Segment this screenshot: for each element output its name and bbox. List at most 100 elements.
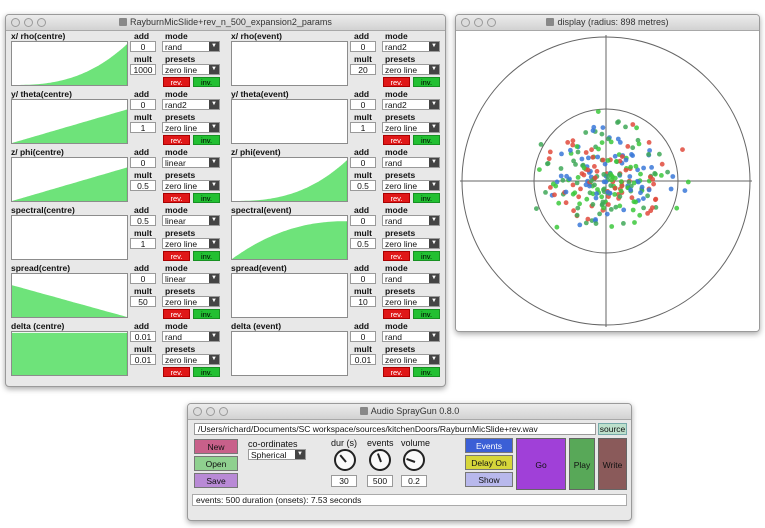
- mult-field[interactable]: 0.5: [350, 180, 376, 191]
- add-field[interactable]: 0: [350, 99, 376, 110]
- mult-field[interactable]: 0.01: [130, 354, 156, 365]
- delay-on-button[interactable]: Delay On: [465, 455, 513, 470]
- presets-select[interactable]: zero line ▼: [162, 354, 220, 365]
- mode-select[interactable]: linear ▼: [162, 273, 220, 284]
- mult-field[interactable]: 1: [130, 238, 156, 249]
- events-knob[interactable]: [369, 449, 391, 471]
- new-button[interactable]: New: [194, 439, 238, 454]
- presets-select[interactable]: zero line ▼: [162, 180, 220, 191]
- presets-select[interactable]: zero line ▼: [162, 64, 220, 75]
- reverse-button[interactable]: rev.: [163, 135, 190, 145]
- minimize-button[interactable]: [474, 18, 483, 27]
- minimize-button[interactable]: [24, 18, 33, 27]
- reverse-button[interactable]: rev.: [383, 309, 410, 319]
- invert-button[interactable]: inv.: [193, 367, 220, 377]
- go-button[interactable]: Go: [516, 438, 566, 490]
- mode-select[interactable]: rand ▼: [162, 41, 220, 52]
- curve-graph[interactable]: [231, 331, 348, 376]
- close-button[interactable]: [11, 18, 20, 27]
- curve-graph[interactable]: [231, 99, 348, 144]
- presets-select[interactable]: zero line ▼: [162, 238, 220, 249]
- mult-field[interactable]: 1000: [130, 64, 156, 75]
- curve-graph[interactable]: [11, 41, 128, 86]
- source-path-field[interactable]: /Users/richard/Documents/SC workspace/so…: [194, 423, 596, 435]
- add-field[interactable]: 0.01: [130, 331, 156, 342]
- invert-button[interactable]: inv.: [413, 77, 440, 87]
- play-button[interactable]: Play: [569, 438, 595, 490]
- presets-select[interactable]: zero line ▼: [382, 354, 440, 365]
- mode-select[interactable]: rand ▼: [382, 273, 440, 284]
- reverse-button[interactable]: rev.: [163, 367, 190, 377]
- mode-select[interactable]: rand2 ▼: [162, 99, 220, 110]
- volume-value[interactable]: 0.2: [401, 475, 427, 487]
- reverse-button[interactable]: rev.: [163, 77, 190, 87]
- mode-select[interactable]: rand ▼: [382, 157, 440, 168]
- invert-button[interactable]: inv.: [193, 309, 220, 319]
- presets-select[interactable]: zero line ▼: [382, 180, 440, 191]
- add-field[interactable]: 0: [130, 273, 156, 284]
- curve-graph[interactable]: [231, 215, 348, 260]
- curve-graph[interactable]: [11, 331, 128, 376]
- mult-field[interactable]: 20: [350, 64, 376, 75]
- add-field[interactable]: 0.5: [130, 215, 156, 226]
- mult-field[interactable]: 1: [350, 122, 376, 133]
- reverse-button[interactable]: rev.: [383, 135, 410, 145]
- reverse-button[interactable]: rev.: [383, 251, 410, 261]
- presets-select[interactable]: zero line ▼: [162, 122, 220, 133]
- invert-button[interactable]: inv.: [413, 367, 440, 377]
- curve-graph[interactable]: [231, 157, 348, 202]
- curve-graph[interactable]: [231, 273, 348, 318]
- reverse-button[interactable]: rev.: [383, 367, 410, 377]
- dur-knob[interactable]: [334, 449, 356, 471]
- mult-field[interactable]: 0.5: [350, 238, 376, 249]
- curve-graph[interactable]: [231, 41, 348, 86]
- mode-select[interactable]: rand ▼: [162, 331, 220, 342]
- events-button[interactable]: Events: [465, 438, 513, 453]
- mode-select[interactable]: linear ▼: [162, 157, 220, 168]
- mode-select[interactable]: rand ▼: [382, 215, 440, 226]
- add-field[interactable]: 0: [350, 215, 376, 226]
- reverse-button[interactable]: rev.: [163, 309, 190, 319]
- mult-field[interactable]: 10: [350, 296, 376, 307]
- minimize-button[interactable]: [206, 407, 215, 416]
- invert-button[interactable]: inv.: [413, 135, 440, 145]
- zoom-button[interactable]: [37, 18, 46, 27]
- show-button[interactable]: Show: [465, 472, 513, 487]
- add-field[interactable]: 0: [350, 331, 376, 342]
- mult-field[interactable]: 0.5: [130, 180, 156, 191]
- add-field[interactable]: 0: [350, 157, 376, 168]
- curve-graph[interactable]: [11, 99, 128, 144]
- mode-select[interactable]: rand2 ▼: [382, 99, 440, 110]
- add-field[interactable]: 0: [350, 273, 376, 284]
- curve-graph[interactable]: [11, 215, 128, 260]
- add-field[interactable]: 0: [130, 99, 156, 110]
- invert-button[interactable]: inv.: [193, 193, 220, 203]
- invert-button[interactable]: inv.: [193, 135, 220, 145]
- open-button[interactable]: Open: [194, 456, 238, 471]
- mult-field[interactable]: 50: [130, 296, 156, 307]
- save-button[interactable]: Save: [194, 473, 238, 488]
- events-value[interactable]: 500: [367, 475, 393, 487]
- curve-graph[interactable]: [11, 273, 128, 318]
- invert-button[interactable]: inv.: [413, 251, 440, 261]
- reverse-button[interactable]: rev.: [383, 77, 410, 87]
- mode-select[interactable]: linear ▼: [162, 215, 220, 226]
- presets-select[interactable]: zero line ▼: [382, 238, 440, 249]
- reverse-button[interactable]: rev.: [163, 251, 190, 261]
- invert-button[interactable]: inv.: [193, 251, 220, 261]
- add-field[interactable]: 0: [350, 41, 376, 52]
- reverse-button[interactable]: rev.: [383, 193, 410, 203]
- source-button[interactable]: source: [598, 423, 627, 435]
- add-field[interactable]: 0: [130, 41, 156, 52]
- presets-select[interactable]: zero line ▼: [382, 64, 440, 75]
- mult-field[interactable]: 1: [130, 122, 156, 133]
- zoom-button[interactable]: [219, 407, 228, 416]
- write-button[interactable]: Write: [598, 438, 627, 490]
- mult-field[interactable]: 0.01: [350, 354, 376, 365]
- presets-select[interactable]: zero line ▼: [162, 296, 220, 307]
- curve-graph[interactable]: [11, 157, 128, 202]
- close-button[interactable]: [193, 407, 202, 416]
- close-button[interactable]: [461, 18, 470, 27]
- invert-button[interactable]: inv.: [413, 193, 440, 203]
- reverse-button[interactable]: rev.: [163, 193, 190, 203]
